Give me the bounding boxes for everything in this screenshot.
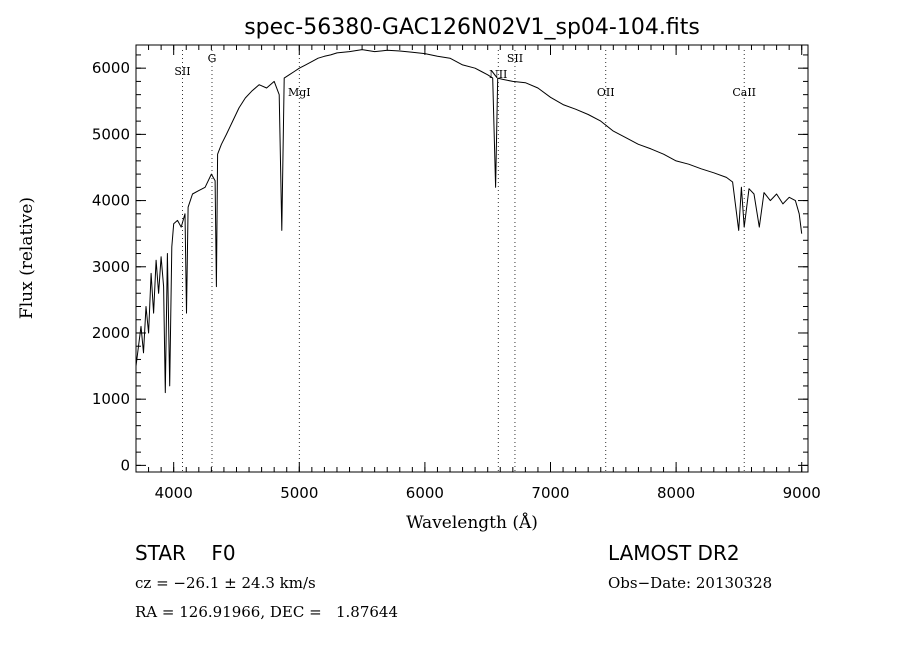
chart-title: spec-56380-GAC126N02V1_sp04-104.fits	[244, 15, 700, 40]
y-tick-label: 6000	[92, 59, 130, 77]
y-axis-title: Flux (relative)	[17, 197, 37, 319]
redshift-velocity: cz = −26.1 ± 24.3 km/s	[135, 574, 316, 592]
x-tick-label: 8000	[657, 484, 695, 502]
x-axis-title: Wavelength (Å)	[406, 512, 538, 533]
x-tick-label: 5000	[280, 484, 318, 502]
y-tick-label: 0	[120, 456, 130, 474]
x-tick-label: 9000	[783, 484, 821, 502]
axis-ticks: 4000 5000 6000 7000 8000 9000 0 1000 2000 3000 400…	[92, 45, 821, 502]
survey-name: LAMOST DR2	[608, 541, 740, 565]
plot-axes	[135, 44, 809, 473]
spectrum-line	[135, 49, 803, 394]
x-tick-label: 7000	[531, 484, 569, 502]
line-marker-label: CaII	[732, 86, 756, 99]
line-marker-label: NII	[489, 68, 507, 81]
y-tick-label: 5000	[92, 125, 130, 143]
x-tick-label: 6000	[406, 484, 444, 502]
y-tick-label: 3000	[92, 258, 130, 276]
observation-date: Obs−Date: 20130328	[608, 574, 773, 592]
y-tick-label: 1000	[92, 390, 130, 408]
x-tick-label: 4000	[155, 484, 193, 502]
ra-dec-coordinates: RA = 126.91966, DEC = 1.87644	[135, 603, 399, 621]
line-marker-label: SII	[507, 52, 523, 65]
y-tick-label: 4000	[92, 192, 130, 210]
plot-frame	[135, 44, 809, 473]
line-marker-label: OII	[597, 86, 615, 99]
line-marker-label: SII	[174, 65, 190, 78]
object-class: STAR F0	[135, 541, 236, 565]
line-marker-label: G	[208, 52, 217, 65]
y-tick-label: 2000	[92, 324, 130, 342]
spectrum-series	[135, 49, 803, 394]
line-marker-label: MgI	[288, 86, 311, 99]
